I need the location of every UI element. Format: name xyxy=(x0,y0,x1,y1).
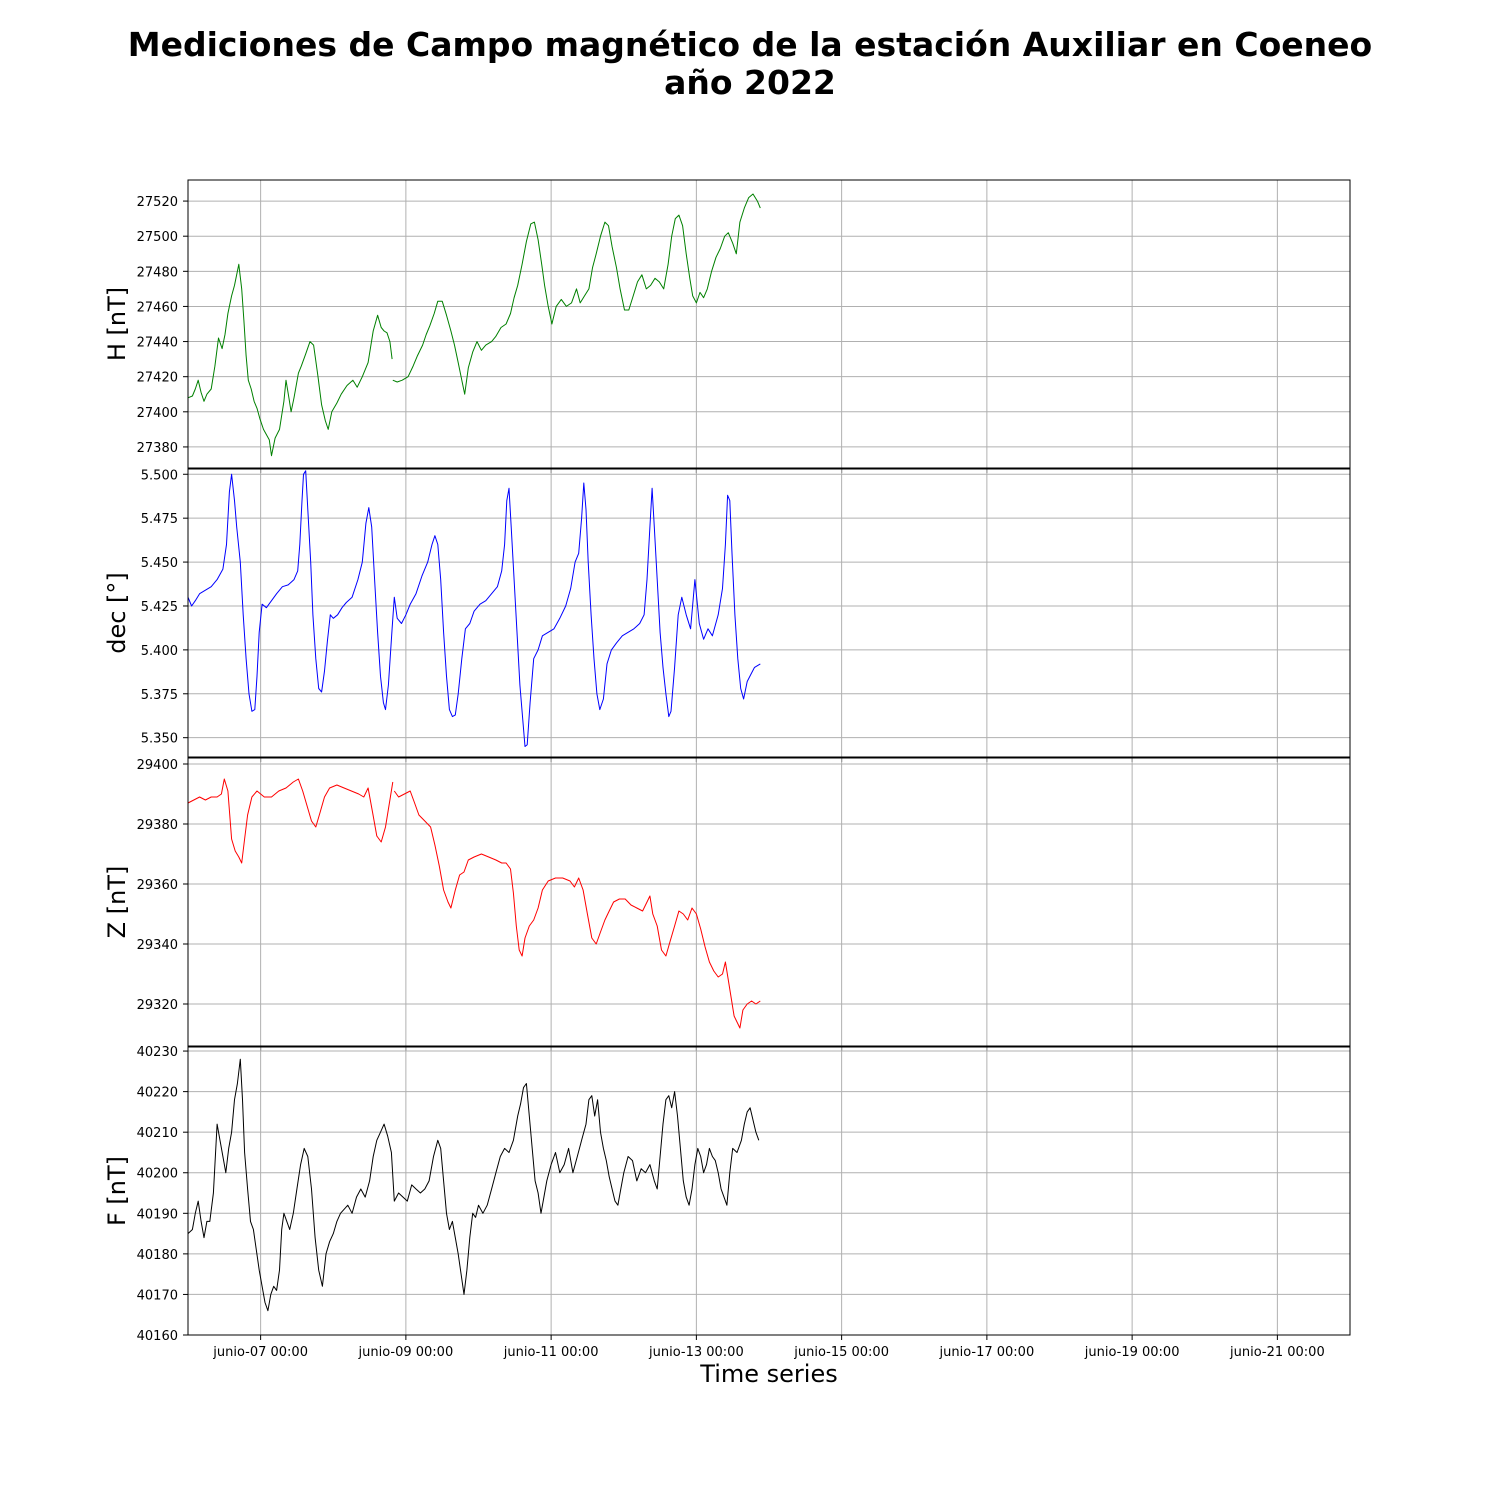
data-line-1 xyxy=(187,470,761,747)
y-tick-label: 5.475 xyxy=(141,512,178,527)
chart-subtitle: año 2022 xyxy=(664,63,836,102)
y-tick-label: 27500 xyxy=(137,230,178,245)
x-tick-label: junio-15 00:00 xyxy=(793,1345,889,1360)
panel-0: 27380 27400 27420 27440 27460 27480 27500 27520… xyxy=(103,179,1351,473)
y-tick-label: 27420 xyxy=(137,371,178,386)
panel-frame xyxy=(187,757,1351,1047)
y-tick-label: 40180 xyxy=(137,1248,178,1263)
panel-2: 29320 29340 29360 29380 29400 Z [nT] xyxy=(103,757,1351,1051)
y-tick-label: 29380 xyxy=(137,818,178,833)
data-line-0 xyxy=(187,193,761,457)
panel-frame xyxy=(187,179,1351,469)
y-axis-label: Z [nT] xyxy=(103,866,131,939)
y-tick-label: 29340 xyxy=(137,938,178,953)
x-tick-label: junio-11 00:00 xyxy=(503,1345,599,1360)
y-tick-label: 29320 xyxy=(137,998,178,1013)
y-tick-label: 5.500 xyxy=(141,468,178,483)
y-axis-label: F [nT] xyxy=(103,1156,131,1226)
y-tick-label: 40200 xyxy=(137,1167,178,1182)
y-tick-label: 27520 xyxy=(137,195,178,210)
y-tick-label: 27380 xyxy=(137,441,178,456)
panel-3: 40160 40170 40180 40190 40200 40210 40220 40230… xyxy=(103,1045,1351,1344)
y-axis-label: H [nT] xyxy=(103,287,131,361)
y-tick-label: 27460 xyxy=(137,300,178,315)
y-tick-label: 27480 xyxy=(137,265,178,280)
panel-frame xyxy=(187,1046,1351,1336)
y-tick-label: 5.350 xyxy=(141,732,178,747)
x-tick-label: junio-19 00:00 xyxy=(1084,1345,1180,1360)
x-tick-label: junio-17 00:00 xyxy=(939,1345,1035,1360)
y-tick-label: 27400 xyxy=(137,406,178,421)
y-tick-label: 27440 xyxy=(137,336,178,351)
y-tick-label: 5.450 xyxy=(141,556,178,571)
x-tick-label: junio-13 00:00 xyxy=(648,1345,744,1360)
y-tick-label: 40230 xyxy=(137,1045,178,1060)
y-tick-label: 40210 xyxy=(137,1126,178,1141)
y-tick-label: 5.425 xyxy=(141,600,178,615)
y-tick-label: 5.400 xyxy=(141,644,178,659)
x-axis-label: Time series xyxy=(699,1360,837,1388)
y-tick-label: 40170 xyxy=(137,1288,178,1303)
x-tick-label: junio-21 00:00 xyxy=(1229,1345,1325,1360)
y-tick-label: 29360 xyxy=(137,878,178,893)
panel-frame xyxy=(187,468,1351,758)
y-tick-label: 40160 xyxy=(137,1329,178,1344)
data-line-2 xyxy=(187,778,761,1029)
y-tick-label: 29400 xyxy=(137,758,178,773)
y-tick-label: 40220 xyxy=(137,1086,178,1101)
y-tick-label: 5.375 xyxy=(141,688,178,703)
x-tick-label: junio-07 00:00 xyxy=(212,1345,308,1360)
y-tick-label: 40190 xyxy=(137,1207,178,1222)
data-line-3 xyxy=(187,1058,760,1312)
y-axis-label: dec [°] xyxy=(103,572,131,654)
chart-title: Mediciones de Campo magnético de la esta… xyxy=(127,25,1373,64)
x-tick-label: junio-09 00:00 xyxy=(358,1345,454,1360)
panel-1: 5.350 5.375 5.400 5.425 5.450 5.475 5.500 dec [… xyxy=(103,468,1351,762)
